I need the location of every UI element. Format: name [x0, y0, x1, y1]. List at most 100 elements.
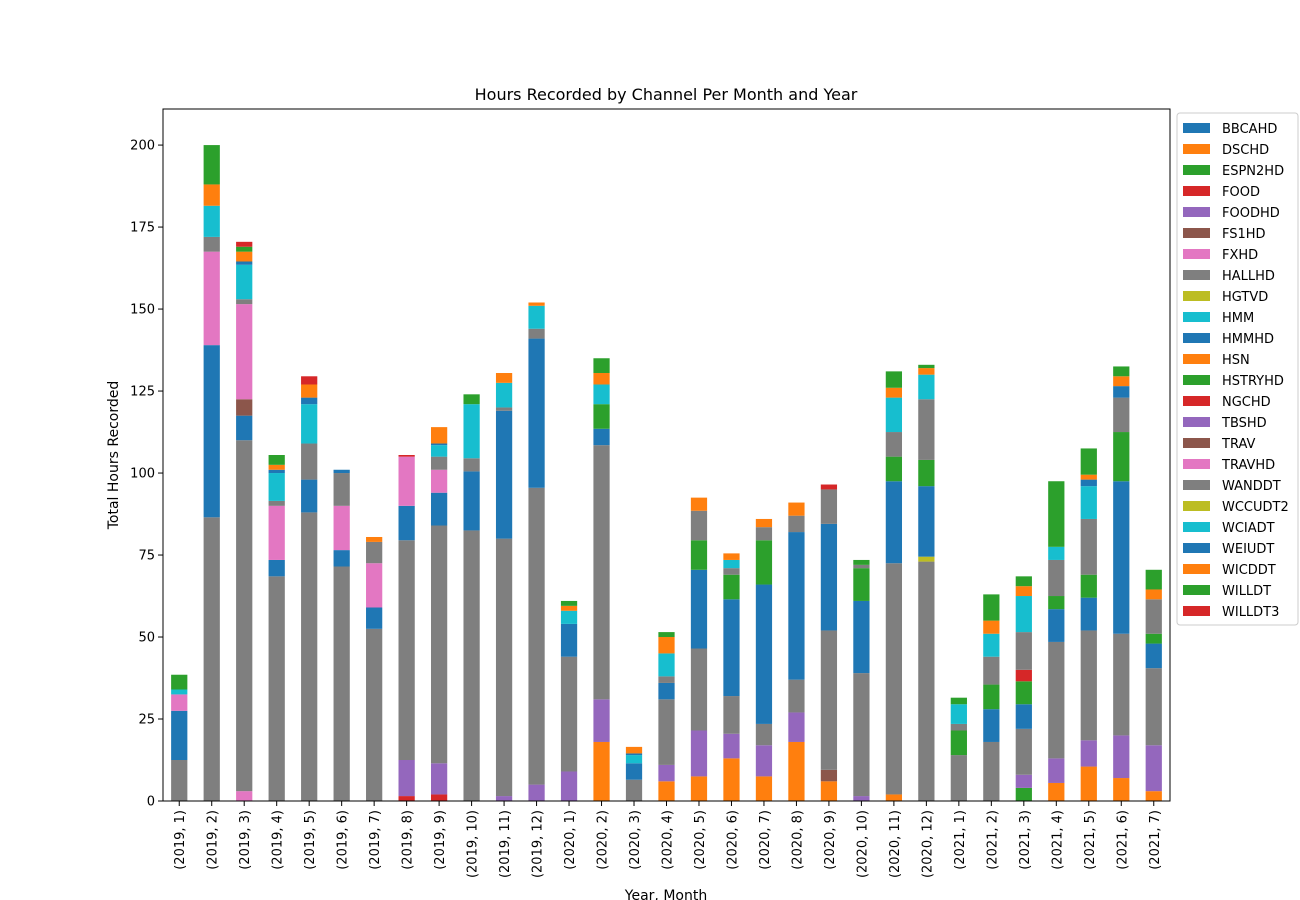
y-tick-label: 50 [138, 631, 155, 646]
bar-segment [430, 443, 448, 446]
legend-label: HALLHD [1222, 269, 1275, 284]
legend-label: FXHD [1222, 248, 1258, 263]
bar-segment [723, 758, 740, 801]
bar-segment [236, 304, 253, 400]
bar-segment [333, 550, 350, 567]
bar-segment [1048, 546, 1065, 560]
legend-label: WICDDT [1222, 563, 1276, 578]
bar-segment [625, 753, 643, 756]
bar-segment [950, 697, 967, 705]
bar-segment [723, 553, 740, 560]
bar-segment [918, 556, 935, 562]
legend-label: WEIUDT [1222, 542, 1274, 557]
bar-segment [333, 505, 350, 551]
bar-segment [495, 382, 513, 408]
y-tick-label: 75 [138, 549, 155, 564]
bar-segment [528, 338, 545, 488]
bar-segment [690, 497, 708, 511]
bar-segment [430, 469, 448, 493]
bar-segment [593, 741, 610, 801]
bar-segment [690, 540, 708, 570]
chart-title: Hours Recorded by Channel Per Month and … [475, 85, 858, 104]
bar-segment [625, 755, 643, 764]
legend-label: TRAVHD [1221, 458, 1275, 473]
bar-segment [820, 769, 838, 782]
bar-segment [853, 559, 870, 565]
bar-segment [236, 299, 253, 305]
legend: BBCAHD DSCHD ESPN2HD FOOD FOODHD FS1HD FXHD HAL… [1176, 112, 1299, 626]
bar-segment [528, 305, 545, 329]
bar-segment [593, 358, 610, 374]
legend-label: TRAV [1221, 437, 1256, 452]
bar-segment [463, 458, 480, 472]
x-tick-label: (2019, 10) [466, 810, 481, 878]
bar-segment [658, 653, 675, 677]
bar-segment [885, 371, 903, 388]
bar-segment [1113, 735, 1130, 779]
bar-segment [203, 145, 220, 185]
bar-segment [1080, 630, 1097, 741]
bar-segment [723, 559, 740, 569]
bar-segment [885, 397, 903, 433]
bar-segment [755, 518, 773, 528]
bar-segment [983, 684, 1000, 710]
bar-segment [1113, 633, 1130, 736]
bar-segment [171, 760, 188, 801]
bar-segment [755, 584, 773, 724]
bar-segment [1113, 432, 1130, 482]
bar-segment [1048, 559, 1065, 597]
bar-segment [788, 502, 805, 516]
bar-segment [918, 374, 935, 400]
bar-segment [690, 648, 708, 731]
bar-segment [820, 781, 838, 801]
legend-label: WCCUDT2 [1222, 500, 1289, 515]
bar-segment [723, 733, 740, 759]
legend-label: HSN [1222, 353, 1250, 368]
legend-label: DSCHD [1222, 143, 1269, 158]
legend-label: WANDDT [1222, 479, 1281, 494]
y-tick-label: 125 [130, 385, 155, 400]
bar-segment [366, 541, 383, 564]
legend-swatch [1183, 396, 1210, 406]
x-tick-label: (2019, 4) [271, 810, 286, 870]
bar-segment [755, 540, 773, 585]
legend-swatch [1183, 249, 1210, 259]
bar-segment [528, 328, 545, 339]
bar-segment [1080, 740, 1097, 767]
bar-segment [236, 791, 253, 801]
legend-swatch [1183, 459, 1210, 469]
bar-segment [593, 384, 610, 405]
bar-segment [1145, 569, 1162, 590]
bars-layer [171, 145, 1162, 801]
y-axis: 0 25 50 75 100 125 150 175 200 [130, 139, 163, 810]
bar-segment [1015, 669, 1032, 682]
bar-segment [658, 637, 675, 654]
x-tick-label: (2019, 3) [238, 810, 253, 870]
bar-segment [820, 484, 838, 490]
bar-segment [268, 500, 285, 506]
bar-segment [820, 630, 838, 770]
bar-segment [333, 469, 350, 474]
x-tick-label: (2021, 2) [985, 810, 1000, 870]
legend-label: WILLDT [1222, 584, 1271, 599]
bar-segment [301, 384, 318, 398]
bar-segment [1015, 728, 1032, 775]
bar-segment [301, 376, 318, 385]
x-tick-label: (2020, 8) [790, 810, 805, 870]
legend-swatch [1183, 186, 1210, 196]
legend-swatch [1183, 501, 1210, 511]
bar-segment [593, 404, 610, 429]
bar-segment [983, 709, 1000, 742]
x-tick-label: (2019, 8) [401, 810, 416, 870]
y-axis-title: Total Hours Recorded [106, 381, 122, 530]
bar-segment [820, 489, 838, 524]
bar-segment [788, 741, 805, 801]
legend-label: HMM [1222, 311, 1254, 326]
legend-swatch [1183, 291, 1210, 301]
bar-segment [885, 794, 903, 801]
bar-segment [755, 723, 773, 746]
bar-segment [1113, 778, 1130, 801]
bar-segment [430, 794, 448, 801]
y-tick-label: 150 [130, 303, 155, 318]
bar-segment [171, 674, 188, 690]
